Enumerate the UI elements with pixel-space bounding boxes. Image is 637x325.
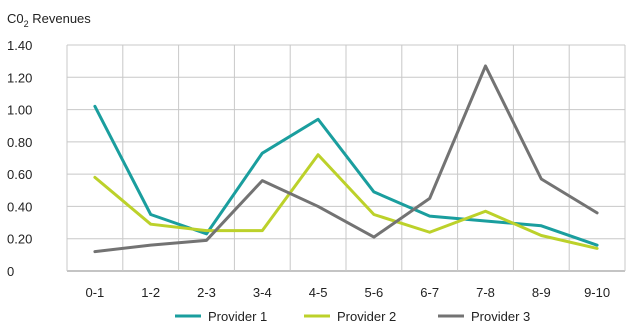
x-tick-label: 7-8 (476, 285, 495, 300)
legend-item-provider-2: Provider 2 (304, 309, 396, 324)
series-line-provider-2 (93, 153, 599, 250)
x-tick-label: 1-2 (141, 285, 160, 300)
x-tick-label: 8-9 (532, 285, 551, 300)
legend-label: Provider 1 (208, 309, 267, 324)
y-tick-label: 0.80 (7, 135, 32, 150)
x-tick-label: 4-5 (309, 285, 328, 300)
series-lines (93, 64, 599, 254)
legend-item-provider-1: Provider 1 (175, 309, 267, 324)
x-tick-label: 6-7 (420, 285, 439, 300)
x-tick-label: 9-10 (584, 285, 610, 300)
x-tick-label: 5-6 (365, 285, 384, 300)
legend-item-provider-3: Provider 3 (438, 309, 530, 324)
x-tick-labels: 0-1 1-2 2-3 3-4 4-5 5-6 6-7 7-8 8-9 9-10 (86, 285, 611, 300)
y-tick-label: 0.20 (7, 232, 32, 247)
x-tick-label: 3-4 (253, 285, 272, 300)
y-axis-title: C02 Revenues (7, 11, 91, 29)
y-tick-label: 1.40 (7, 38, 32, 53)
y-tick-label: 0 (7, 264, 14, 279)
legend-label: Provider 2 (337, 309, 396, 324)
legend-label: Provider 3 (471, 309, 530, 324)
y-tick-label: 1.20 (7, 70, 32, 85)
series-line-provider-3 (93, 64, 599, 254)
y-tick-label: 1.00 (7, 103, 32, 118)
y-tick-label: 0.40 (7, 199, 32, 214)
legend: Provider 1 Provider 2 Provider 3 (175, 309, 530, 324)
x-tick-label: 2-3 (197, 285, 216, 300)
x-tick-label: 0-1 (86, 285, 105, 300)
y-tick-label: 0.60 (7, 167, 32, 182)
y-tick-labels: 0 0.20 0.40 0.60 0.80 1.00 1.20 1.40 (7, 38, 32, 279)
